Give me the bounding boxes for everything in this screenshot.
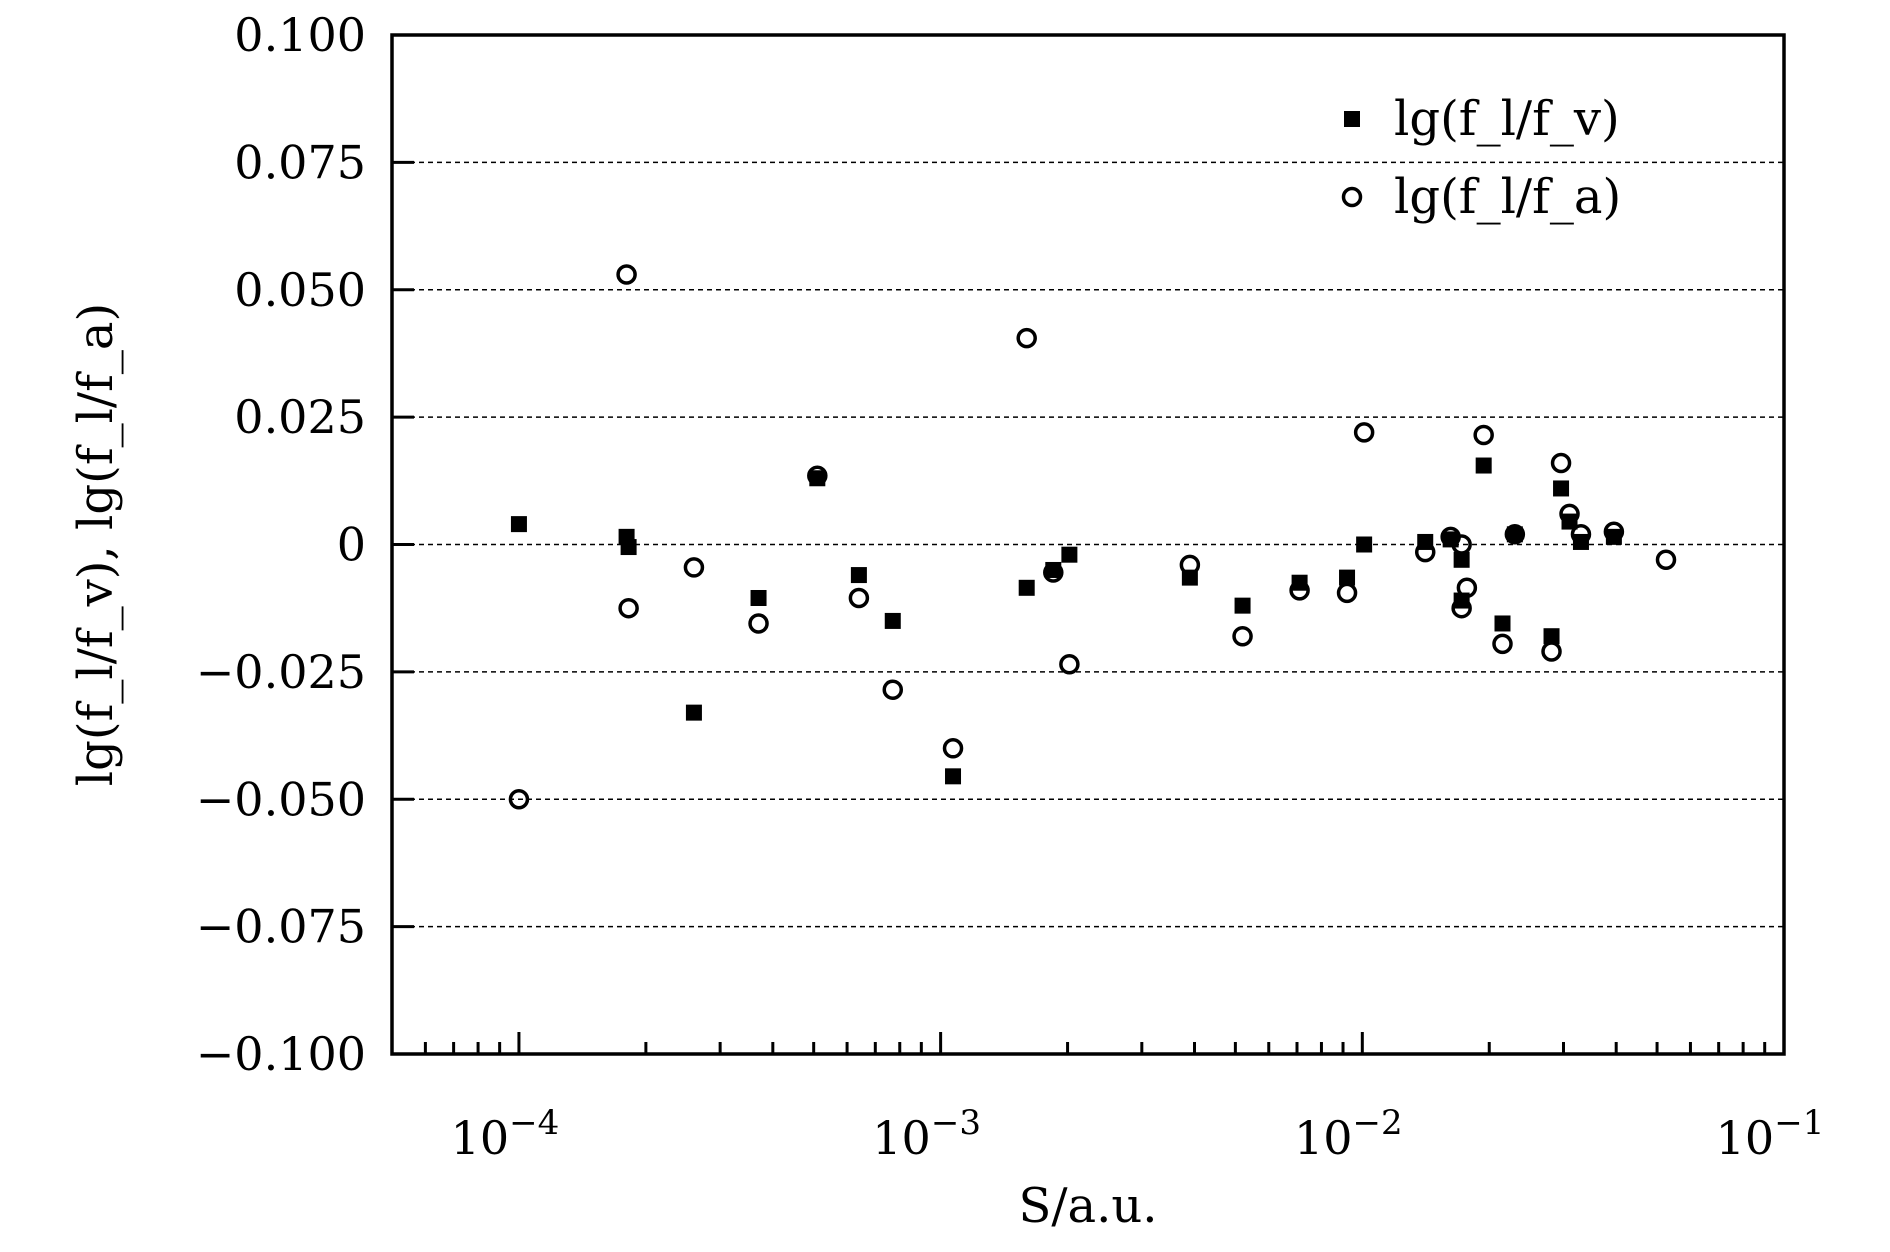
fl-fa-point	[1289, 580, 1310, 601]
fl-fa-point	[1456, 577, 1478, 599]
fl-fv-point	[1061, 546, 1078, 563]
legend-marker-2	[1341, 186, 1363, 208]
y-tick-label: 0.050	[234, 263, 366, 317]
fl-fv-point	[1339, 569, 1356, 586]
fl-fa-point	[1059, 653, 1080, 675]
fl-fa-point	[1451, 597, 1472, 619]
labels-layer: 0.100 0.075 0.050 0.025 0 −0.025 −0.050 −0.075 −…	[68, 8, 1824, 1234]
y-tick-label: 0.025	[234, 390, 366, 444]
fl-fv-point	[1356, 536, 1373, 553]
x-tick-label: 10−2	[1294, 1103, 1403, 1165]
legend: lg(f_l/f_v) lg(f_l/f_a)	[1341, 91, 1621, 225]
fl-fa-point	[807, 465, 828, 486]
fl-fa-point	[1336, 582, 1358, 604]
points-layer	[508, 264, 1677, 810]
y-tick-label: −0.025	[196, 645, 366, 699]
x-axis-label: S/a.u.	[1018, 1178, 1157, 1234]
fl-fa-point	[1414, 541, 1436, 563]
fl-fa-point	[1232, 625, 1253, 647]
x-tick-label: 10−3	[872, 1103, 981, 1165]
fl-fa-point	[882, 679, 904, 700]
y-tick-label: −0.050	[196, 772, 366, 826]
fl-fv-point	[510, 516, 527, 533]
y-tick-label: 0.100	[234, 8, 366, 62]
fl-fa-point	[848, 587, 870, 609]
fl-fa-point	[748, 613, 769, 634]
fl-fv-point	[1475, 457, 1492, 474]
fl-fa-point	[1603, 521, 1625, 543]
fl-fa-point	[1473, 424, 1494, 446]
x-tick-label: 10−4	[451, 1103, 560, 1165]
y-axis-label: lg(f_l/f_v), lg(f_l/f_a)	[68, 303, 124, 786]
y-tick-label: −0.100	[196, 1027, 366, 1081]
fl-fa-point	[618, 597, 639, 619]
fl-fa-point	[616, 264, 637, 285]
legend-label-2: lg(f_l/f_a)	[1394, 169, 1621, 225]
fl-fv-point	[620, 539, 637, 556]
y-tick-label: 0.075	[234, 135, 366, 189]
fl-fa-point	[942, 738, 964, 759]
fl-fv-point	[1234, 597, 1251, 614]
fl-fv-point	[1453, 551, 1470, 568]
fl-fa-point	[1559, 503, 1580, 525]
ticks-layer	[390, 33, 1786, 1056]
fl-fv-point	[1543, 628, 1560, 645]
y-tick-label: −0.075	[196, 900, 366, 954]
fl-fv-point	[1506, 526, 1523, 543]
fl-fa-point	[1504, 524, 1526, 545]
fl-fv-point	[850, 567, 867, 584]
fl-fa-point	[1451, 534, 1472, 555]
fl-fa-point	[1541, 641, 1562, 662]
fl-fa-point	[1353, 422, 1375, 443]
fl-fa-point	[1492, 633, 1513, 655]
fl-fv-point	[1018, 579, 1035, 596]
y-tick-label: 0	[337, 518, 366, 572]
fl-fv-point	[750, 589, 767, 606]
x-tick-label: 10−1	[1716, 1103, 1825, 1165]
fl-fa-point	[1043, 562, 1064, 583]
fl-fv-point	[1553, 480, 1570, 497]
fl-fa-point	[1570, 524, 1592, 545]
legend-marker-1	[1344, 111, 1360, 127]
fl-fa-point	[1016, 327, 1037, 349]
fl-fv-point	[945, 768, 962, 785]
fl-fa-point	[683, 557, 705, 578]
fl-fv-point	[1494, 615, 1511, 632]
legend-label-1: lg(f_l/f_v)	[1394, 91, 1620, 147]
grid-layer	[392, 161, 1784, 928]
fl-fa-point	[1179, 554, 1201, 576]
fl-fa-point	[1550, 452, 1572, 474]
fl-fv-point	[685, 704, 702, 721]
fl-fa-point	[508, 789, 530, 810]
fl-fa-point	[1655, 549, 1677, 571]
fl-fv-point	[884, 612, 901, 629]
